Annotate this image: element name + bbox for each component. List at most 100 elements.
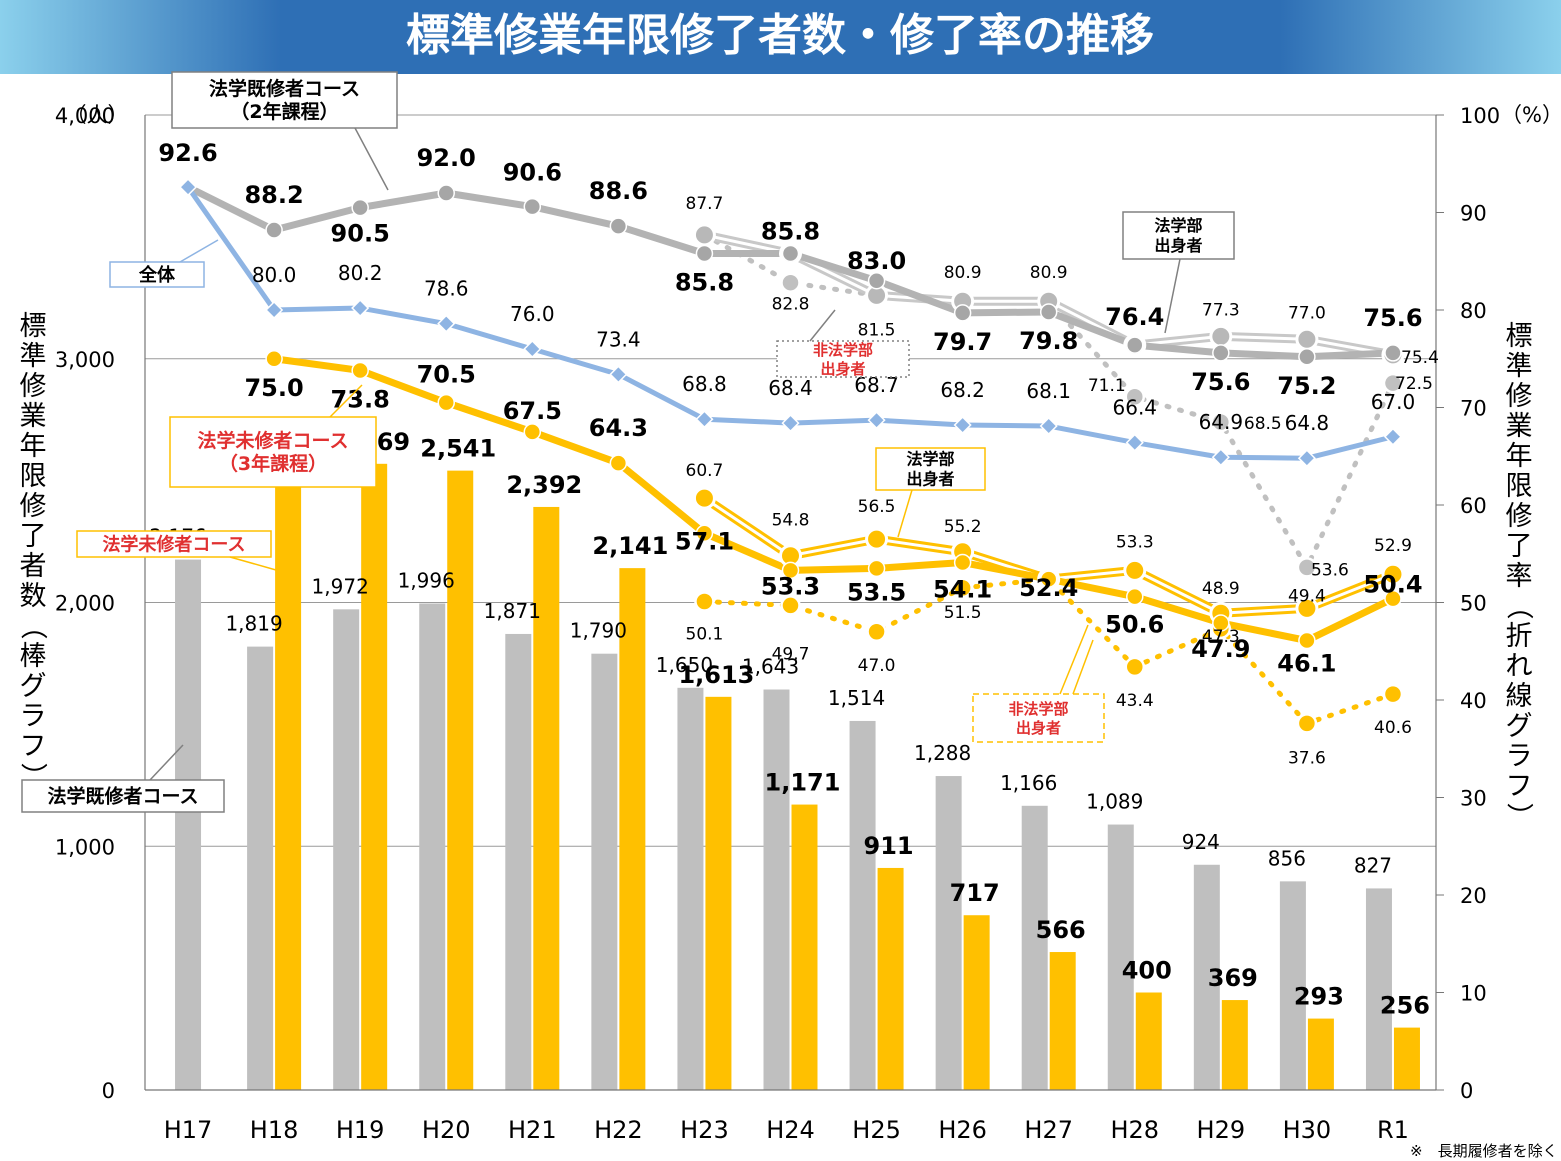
marker-zentai	[609, 365, 628, 384]
bar-kishu	[591, 653, 618, 1090]
bar-label-mishu: 293	[1294, 983, 1344, 1011]
label-mishu: 52.4	[1019, 574, 1078, 602]
marker-kishu	[1212, 344, 1230, 362]
x-tick-label: H17	[164, 1116, 213, 1144]
right-axis-title-char: 準	[1506, 351, 1533, 382]
line-hihougakubu-kishu	[701, 232, 1396, 570]
label-hihougakubu-mishu: 40.6	[1374, 718, 1412, 738]
axes: 0 1,000 2,000 3,000 4,000 0 10 20 30 40 50 60 70 80 90…	[17, 103, 1561, 1144]
bar-label-mishu: 2,392	[506, 471, 582, 499]
callout-kishu-bar-pointer	[149, 744, 184, 781]
right-axis-title-char: 線	[1506, 681, 1533, 712]
callout-hougakubu-mishu-text: 法学部	[906, 450, 954, 469]
label-kishu: 88.2	[244, 181, 303, 209]
marker-zentai	[1039, 416, 1058, 436]
marker-zentai	[351, 298, 370, 318]
bar-kishu	[1021, 805, 1048, 1090]
callouts: 法学既修者コース（2年課程）全体法学未修者コース（3年課程）法学未修者コース法学…	[21, 71, 1235, 813]
bar-mishu	[361, 463, 388, 1090]
callout-kishu-course-text: （2年課程）	[230, 100, 338, 123]
callout-zentai-pointer	[179, 239, 219, 263]
bar-label-mishu: 256	[1380, 992, 1430, 1020]
marker-mishu	[1126, 587, 1144, 606]
right-tick-label: 10	[1460, 982, 1487, 1006]
bar-label-mishu: 2,141	[592, 532, 668, 560]
marker-hougakubu-mishu	[692, 486, 716, 510]
label-hihougakubu-kishu: 71.1	[1088, 376, 1126, 396]
marker-kishu	[1298, 348, 1316, 366]
marker-zentai	[1297, 449, 1316, 468]
label-mishu: 64.3	[589, 414, 648, 442]
bar-mishu	[447, 470, 474, 1091]
callout-kishu-bar-text: 法学既修者コース	[47, 785, 198, 808]
bar-label-mishu: 369	[1208, 964, 1258, 992]
label-hihougakubu-kishu: 53.6	[1311, 560, 1349, 580]
bar-label-kishu: 1,288	[914, 741, 971, 765]
bar-kishu	[763, 689, 790, 1090]
marker-hougakubu-kishu	[692, 223, 716, 247]
left-tick-label: 3,000	[55, 348, 115, 372]
label-kishu: 75.2	[1277, 372, 1336, 400]
marker-mishu	[695, 524, 714, 543]
label-hougakubu-mishu: 52.9	[1374, 536, 1412, 556]
marker-kishu	[867, 272, 886, 290]
bar-mishu	[791, 804, 818, 1090]
label-mishu: 67.5	[503, 397, 562, 425]
bar-label-kishu: 1,166	[1000, 771, 1057, 795]
label-kishu: 75.6	[1363, 304, 1422, 332]
left-axis-title-char: 限	[20, 461, 47, 492]
right-tick-label: 90	[1460, 202, 1487, 226]
bar-kishu	[175, 559, 202, 1090]
x-tick-label: H24	[766, 1116, 815, 1144]
right-tick-label: 30	[1460, 787, 1487, 811]
x-tick-label: H18	[250, 1116, 299, 1144]
label-zentai: 68.1	[1026, 379, 1071, 403]
callout-hougakubu-kishu-text: 法学部	[1154, 216, 1202, 235]
left-axis-title-char: 準	[20, 341, 47, 372]
bar-label-kishu: 1,790	[570, 619, 627, 643]
label-zentai: 66.4	[1113, 396, 1158, 420]
label-mishu: 54.1	[933, 576, 992, 604]
bar-label-mishu: 911	[864, 832, 914, 860]
bar-label-mishu: 2,541	[420, 435, 496, 463]
bar-mishu	[963, 915, 990, 1090]
marker-mishu	[265, 350, 283, 368]
right-tick-label: 40	[1460, 689, 1487, 713]
label-kishu: 79.7	[933, 328, 992, 356]
bar-label-kishu: 1,819	[225, 612, 282, 636]
label-hougakubu-mishu: 53.3	[1116, 532, 1154, 552]
marker-hihougakubu-mishu	[1124, 656, 1146, 678]
left-axis-title-char: 標	[20, 311, 47, 342]
label-hougakubu-mishu: 60.7	[686, 461, 724, 481]
right-axis-title-char: 折	[1506, 621, 1533, 652]
bar-label-kishu: 1,972	[312, 574, 369, 598]
left-tick-label: 0	[102, 1079, 115, 1103]
left-axis-title-char: グ	[20, 671, 47, 702]
bars	[175, 463, 1420, 1091]
callout-hougakubu-mishu-pointer	[897, 489, 913, 538]
label-hihougakubu-mishu: 37.6	[1288, 748, 1326, 768]
bar-label-kishu: 1,514	[828, 686, 885, 710]
label-mishu: 57.1	[675, 527, 734, 555]
label-zentai: 80.0	[252, 263, 297, 287]
label-hougakubu-mishu: 48.9	[1202, 579, 1240, 599]
label-hougakubu-kishu: 77.3	[1202, 300, 1240, 320]
x-tick-label: H30	[1283, 1116, 1332, 1144]
title-banner	[0, 0, 1561, 74]
bar-kishu	[1279, 881, 1306, 1090]
marker-mishu	[953, 553, 972, 572]
label-hougakubu-kishu: 80.9	[944, 263, 982, 283]
label-hihougakubu-kishu: 68.5	[1244, 414, 1282, 434]
marker-hihougakubu-kishu	[1296, 557, 1318, 578]
callout-hougakubu-kishu-text: 出身者	[1154, 236, 1202, 255]
x-tick-label: H25	[852, 1116, 901, 1144]
marker-mishu	[523, 423, 542, 441]
bar-mishu	[275, 465, 302, 1090]
marker-kishu	[351, 198, 369, 217]
left-axis-title-char: フ	[20, 731, 47, 762]
label-hihougakubu-kishu: 72.5	[1395, 374, 1433, 394]
marker-kishu	[437, 184, 455, 202]
x-tick-label: H28	[1110, 1116, 1159, 1144]
marker-mishu	[1298, 631, 1316, 650]
